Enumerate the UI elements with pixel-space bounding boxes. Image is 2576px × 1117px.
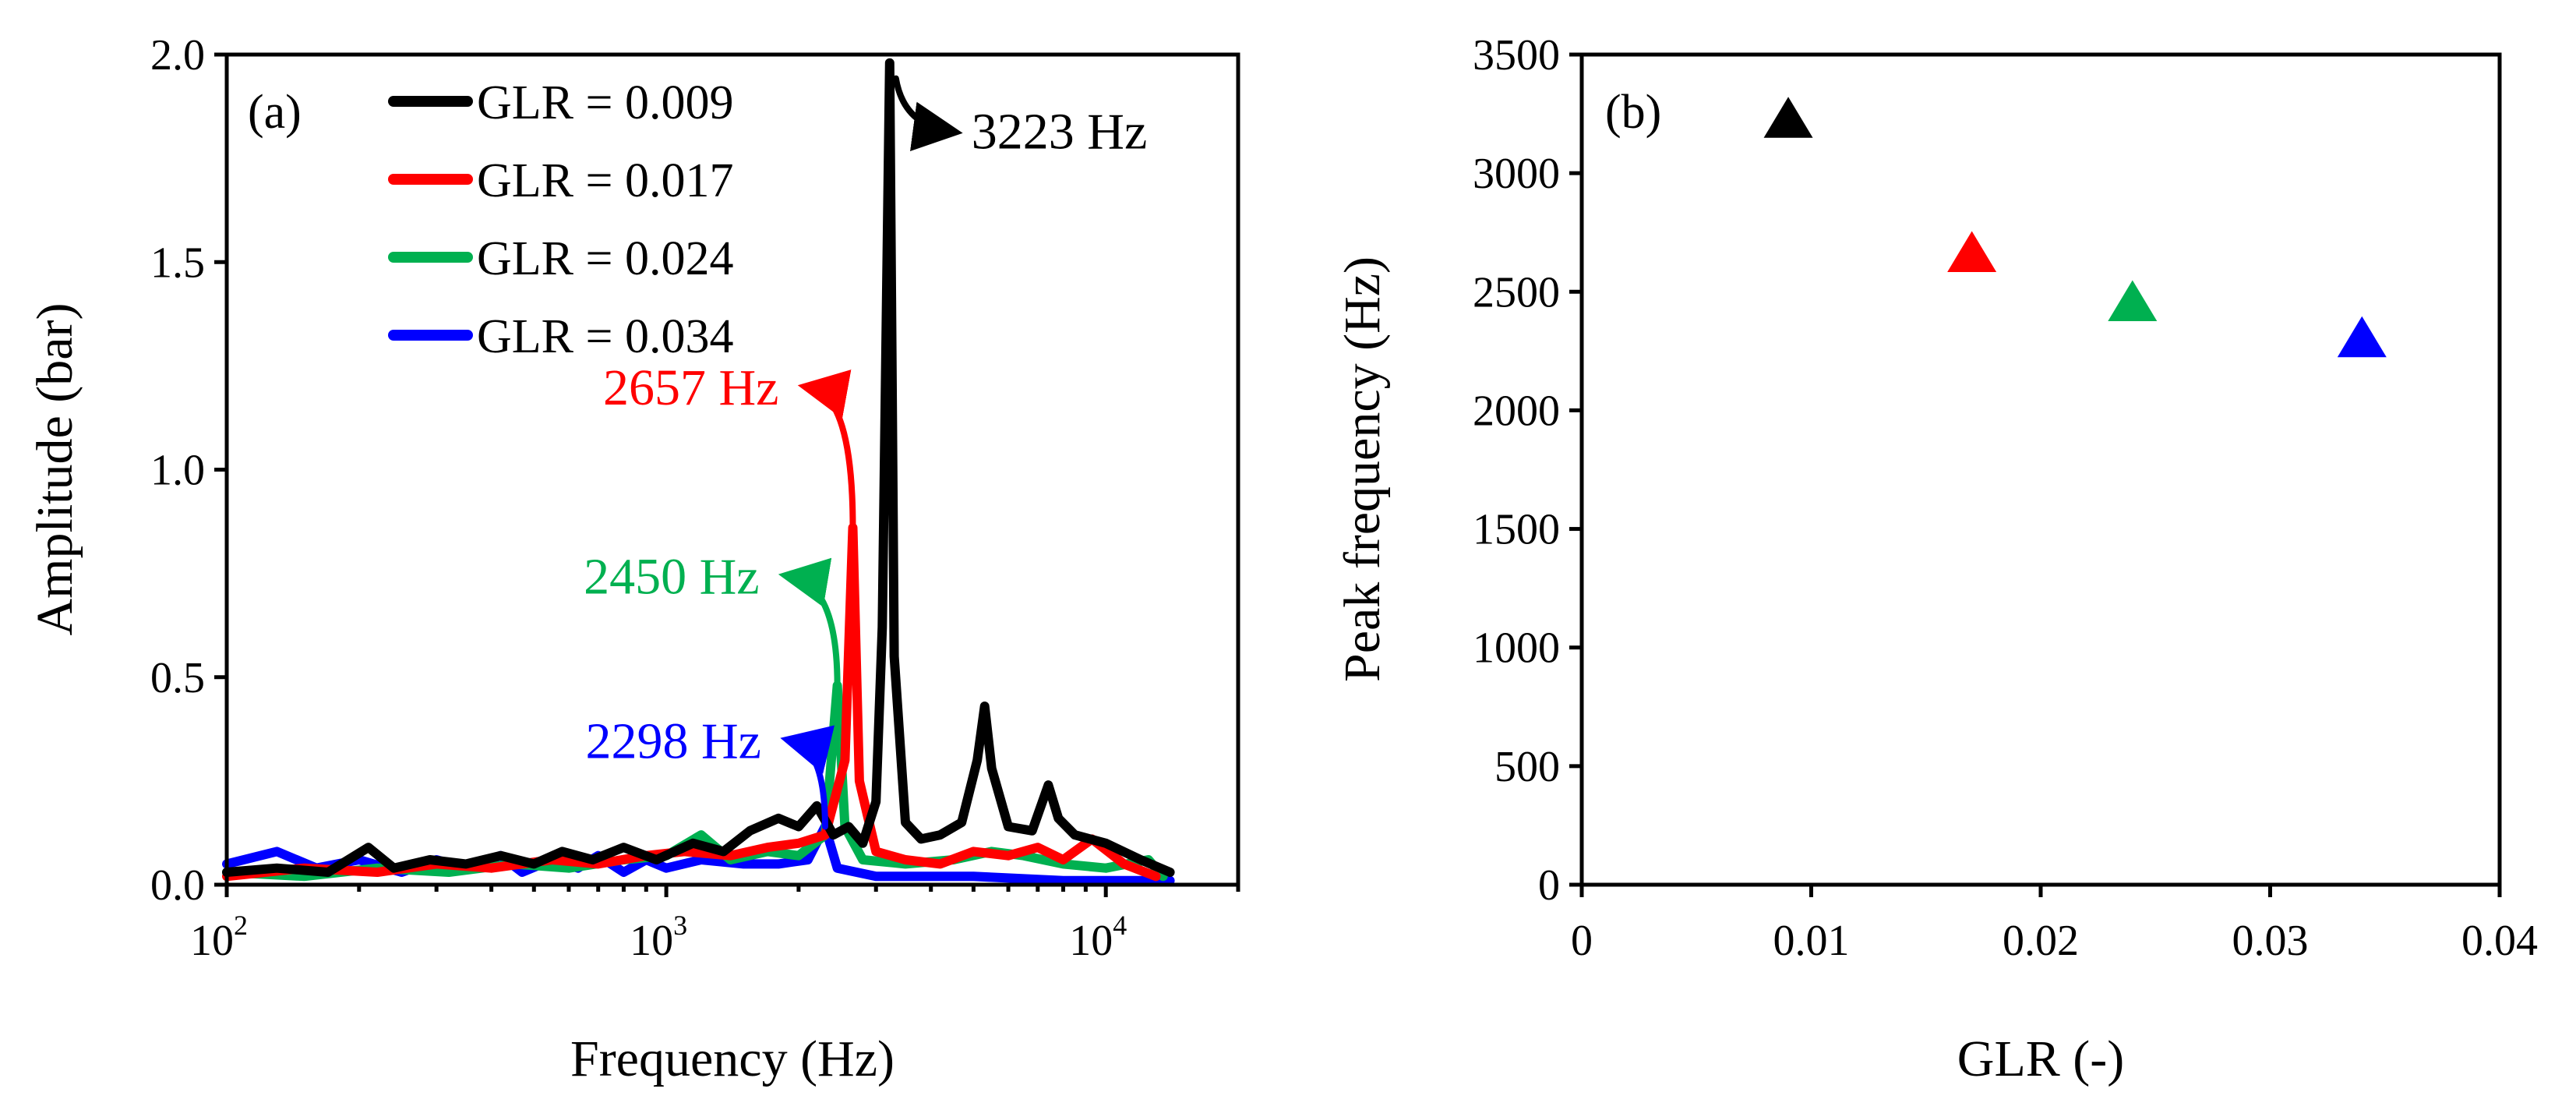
panel-a-spectrum-chart: 3223 Hz 2657 Hz 2450 Hz 2298 Hz 0.0 0.5 1.0 1.… xyxy=(26,31,1240,1087)
series-line xyxy=(222,58,1175,877)
panel-b-ticks-group: 0 500 1000 1500 2000 2500 3000 3500 0 0.01 0.02 0.0… xyxy=(1473,31,2538,965)
panel-b-label: (b) xyxy=(1605,86,1661,139)
panel-b-plot-frame xyxy=(1579,52,2502,887)
panel-a-label: (a) xyxy=(248,86,302,139)
peak-arrow xyxy=(780,725,835,830)
y-tick-label: 0 xyxy=(1538,861,1560,910)
scatter-point xyxy=(1947,231,1997,273)
x-tick-label: 0.01 xyxy=(1773,917,1850,965)
legend-label: GLR = 0.009 xyxy=(477,76,733,129)
legend: GLR = 0.009 GLR = 0.017 GLR = 0.024 GLR = 0… xyxy=(388,76,733,363)
legend-label: GLR = 0.024 xyxy=(477,232,733,285)
panel-b-y-axis-title: Peak frequency (Hz) xyxy=(1334,256,1391,682)
y-tick-label: 3500 xyxy=(1473,31,1560,80)
panel-a-y-axis-title: Amplitude (bar) xyxy=(26,302,83,635)
peak-arrow xyxy=(892,75,963,152)
panel-b-x-axis-title: GLR (-) xyxy=(1957,1030,2124,1087)
scatter-point xyxy=(1763,97,1813,138)
y-tick-label: 3000 xyxy=(1473,150,1560,198)
scatter-points-group xyxy=(1763,97,2387,358)
peak-label: 2298 Hz xyxy=(585,712,760,769)
peak-label: 3223 Hz xyxy=(972,104,1147,161)
y-tick-label: 2000 xyxy=(1473,387,1560,435)
panel-b-scatter-chart: 0 500 1000 1500 2000 2500 3000 3500 0 0.01 0.02 0.0… xyxy=(1334,31,2538,1087)
series-line xyxy=(222,523,1161,882)
peak-label: 2657 Hz xyxy=(603,359,778,416)
y-tick-label: 1500 xyxy=(1473,506,1560,554)
peak-label: 2450 Hz xyxy=(584,548,759,605)
x-tick-label: 102 xyxy=(190,910,248,965)
y-tick-label: 2500 xyxy=(1473,268,1560,316)
panel-a-ticks-group: 0.0 0.5 1.0 1.5 2.0 102 103 104 xyxy=(150,31,1240,965)
scatter-point xyxy=(2337,316,2387,358)
y-tick-label: 2.0 xyxy=(150,31,205,80)
x-tick-label: 0.04 xyxy=(2461,917,2538,965)
scatter-point xyxy=(2108,280,2158,321)
legend-label: GLR = 0.034 xyxy=(477,310,733,363)
legend-label: GLR = 0.017 xyxy=(477,154,733,207)
y-tick-label: 1.5 xyxy=(150,239,205,287)
peak-annotations-group: 3223 Hz 2657 Hz 2450 Hz 2298 Hz xyxy=(584,75,1147,830)
peak-arrow xyxy=(797,369,856,532)
x-tick-label: 0 xyxy=(1571,917,1593,965)
x-tick-label: 0.02 xyxy=(2003,917,2079,965)
y-tick-label: 0.5 xyxy=(150,654,205,702)
panel-a-x-axis-title: Frequency (Hz) xyxy=(570,1030,895,1087)
x-tick-label: 104 xyxy=(1069,910,1127,965)
y-tick-label: 500 xyxy=(1494,743,1560,791)
y-tick-label: 1000 xyxy=(1473,624,1560,673)
y-tick-label: 0.0 xyxy=(150,861,205,910)
spectrum-series-group xyxy=(222,58,1175,885)
x-tick-label: 103 xyxy=(630,910,687,965)
peak-arrow xyxy=(778,557,841,689)
y-tick-label: 1.0 xyxy=(150,447,205,495)
x-tick-label: 0.03 xyxy=(2232,917,2309,965)
